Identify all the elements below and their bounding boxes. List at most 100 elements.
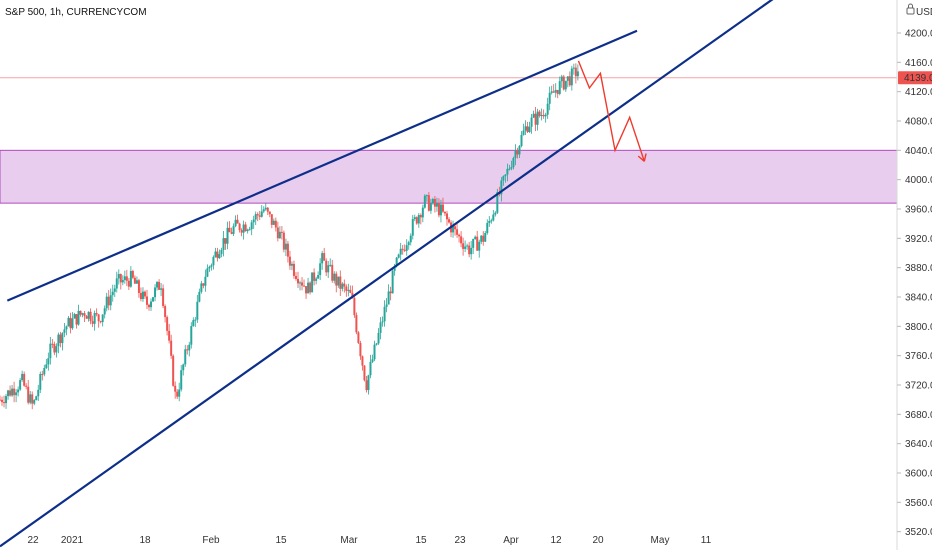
candle bbox=[466, 243, 469, 250]
candle bbox=[260, 205, 263, 218]
candle bbox=[61, 332, 64, 351]
price-tick-label: 3640.0 bbox=[905, 439, 932, 450]
candle bbox=[381, 316, 384, 327]
candle bbox=[135, 276, 138, 284]
price-tick-label: 3720.0 bbox=[905, 381, 932, 392]
candle bbox=[178, 382, 181, 402]
price-tick-label: 3880.0 bbox=[905, 263, 932, 274]
candle bbox=[232, 223, 235, 237]
candle bbox=[17, 386, 20, 397]
candle bbox=[484, 230, 487, 243]
candle bbox=[204, 269, 207, 292]
candle bbox=[234, 215, 237, 228]
candle bbox=[554, 83, 557, 98]
candle bbox=[323, 247, 326, 261]
candle bbox=[258, 210, 261, 220]
candle bbox=[292, 260, 295, 279]
trendline-lower-channel bbox=[0, 0, 774, 548]
projection-path bbox=[577, 60, 645, 162]
candle bbox=[224, 238, 227, 250]
candle bbox=[65, 325, 68, 336]
candle bbox=[107, 290, 110, 311]
candle bbox=[399, 242, 402, 261]
candle bbox=[389, 286, 392, 301]
candle bbox=[244, 221, 247, 232]
candle bbox=[73, 312, 76, 319]
candle bbox=[433, 195, 436, 213]
candle bbox=[274, 217, 277, 232]
candle bbox=[337, 276, 340, 288]
candle bbox=[307, 277, 310, 294]
candle bbox=[419, 213, 422, 225]
candle bbox=[89, 308, 92, 325]
candle bbox=[464, 240, 467, 253]
candle bbox=[95, 308, 98, 317]
candle bbox=[333, 271, 336, 284]
candle bbox=[309, 281, 312, 295]
time-tick-label: 11 bbox=[701, 535, 712, 546]
candle bbox=[391, 268, 394, 294]
candle bbox=[520, 131, 523, 148]
price-tick-label: 3840.0 bbox=[905, 293, 932, 304]
candle bbox=[198, 288, 201, 303]
candle bbox=[528, 121, 531, 133]
time-tick-label: 20 bbox=[592, 535, 604, 546]
candle bbox=[45, 358, 48, 369]
candle bbox=[478, 239, 481, 258]
candle bbox=[443, 211, 446, 216]
candle bbox=[154, 284, 157, 302]
candle bbox=[200, 280, 203, 294]
time-axis-ticks: 22 2021 18 Feb 15 Mar 15 23 Apr 12 20 May 11 bbox=[27, 535, 711, 546]
candle bbox=[240, 228, 243, 237]
price-tick-label: 3600.0 bbox=[905, 469, 932, 480]
candle bbox=[321, 250, 324, 270]
price-tick-label: 4040.0 bbox=[905, 146, 932, 157]
candle bbox=[367, 374, 370, 395]
candle bbox=[383, 300, 386, 327]
candle bbox=[131, 269, 134, 280]
candle bbox=[510, 160, 513, 171]
candle bbox=[113, 284, 116, 297]
candle bbox=[452, 220, 455, 238]
candle bbox=[184, 344, 187, 367]
candle bbox=[127, 278, 130, 291]
price-tick-label: 3960.0 bbox=[905, 205, 932, 216]
candle bbox=[109, 288, 112, 311]
candle bbox=[137, 278, 140, 298]
candle bbox=[405, 239, 408, 256]
candle bbox=[349, 285, 352, 294]
candle bbox=[397, 253, 400, 259]
candle bbox=[516, 147, 519, 159]
candle bbox=[206, 264, 209, 278]
candle bbox=[192, 317, 195, 327]
candle bbox=[141, 287, 144, 302]
currency-selector[interactable]: USD bbox=[906, 3, 932, 18]
candle bbox=[158, 279, 161, 291]
candle bbox=[317, 271, 320, 279]
candle bbox=[139, 287, 142, 302]
candle bbox=[262, 206, 265, 214]
candle bbox=[222, 231, 225, 257]
candle bbox=[196, 294, 199, 323]
candle bbox=[482, 231, 485, 246]
candle bbox=[385, 298, 388, 313]
candle bbox=[71, 312, 74, 330]
candle bbox=[335, 271, 338, 293]
candle bbox=[210, 263, 213, 271]
candle bbox=[186, 345, 189, 355]
candle bbox=[87, 311, 90, 322]
candle bbox=[369, 354, 372, 379]
candle bbox=[226, 221, 229, 250]
candle bbox=[97, 313, 100, 328]
candle bbox=[145, 289, 148, 310]
candle bbox=[91, 315, 94, 328]
candle bbox=[490, 218, 493, 224]
candle bbox=[576, 64, 579, 81]
candle bbox=[421, 204, 424, 223]
candle bbox=[556, 89, 559, 99]
candle bbox=[111, 284, 114, 302]
candle bbox=[538, 109, 541, 118]
candle bbox=[387, 284, 390, 305]
trendline-upper-channel bbox=[6, 29, 638, 302]
